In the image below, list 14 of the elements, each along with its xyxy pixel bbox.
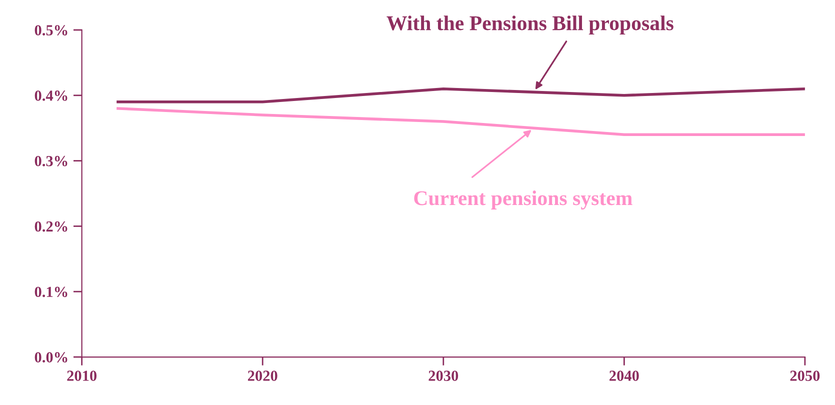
x-tick-label: 2050: [790, 370, 820, 381]
y-tick-label: 0.4%: [34, 90, 68, 101]
legend-label: Current pensions system: [414, 190, 632, 210]
line-series: [116, 107, 805, 136]
y-tick-label: 0.5%: [34, 25, 68, 36]
y-tick-label: 0.2%: [34, 221, 68, 232]
y-tick-label: 0.1%: [34, 286, 68, 298]
x-tick-label: 2020: [248, 370, 278, 381]
x-tick-label: 2030: [428, 370, 458, 381]
y-tick-label: 0.3%: [34, 156, 68, 166]
x-tick-label: 2040: [610, 370, 639, 381]
text: With the Pensions Bill proposals: [386, 16, 674, 35]
x-tick-label: 2010: [67, 370, 97, 381]
y-tick-label: 0.0%: [34, 352, 68, 363]
